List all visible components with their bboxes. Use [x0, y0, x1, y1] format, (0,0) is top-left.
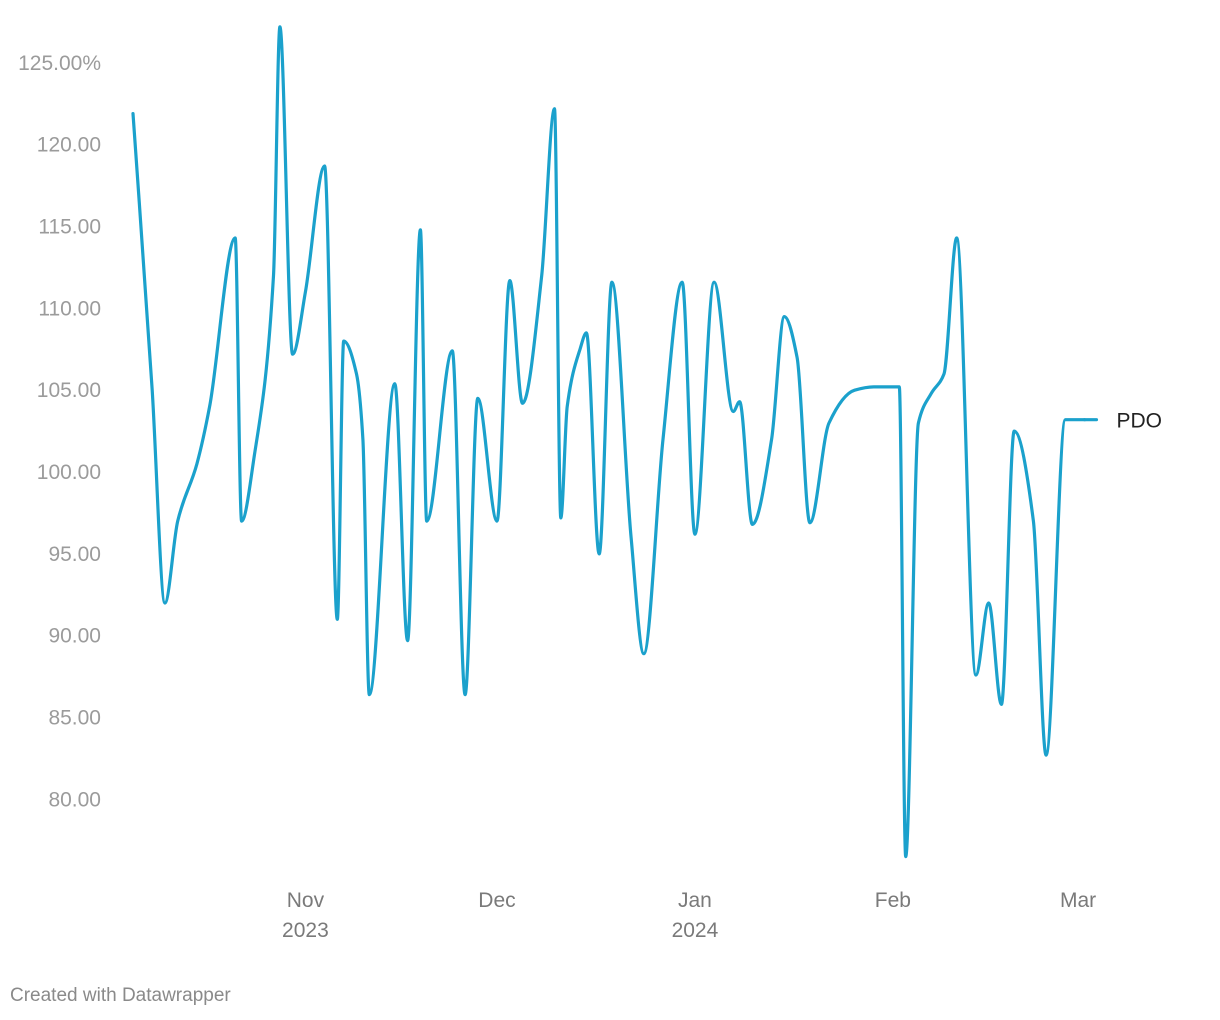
- series-label: PDO: [1116, 410, 1162, 433]
- y-tick-label: 100.00: [37, 461, 101, 484]
- y-tick-label: 110.00: [38, 297, 101, 320]
- x-tick-label: Jan: [678, 889, 712, 912]
- x-tick-label: Nov: [287, 889, 325, 912]
- datawrapper-credit: Created with Datawrapper: [10, 985, 231, 1006]
- y-tick-label: 80.00: [48, 788, 101, 811]
- y-tick-label: 120.00: [37, 134, 101, 157]
- x-tick-year-label: 2023: [282, 919, 329, 942]
- x-tick-label: Mar: [1060, 889, 1096, 912]
- x-tick-label: Dec: [478, 889, 515, 912]
- y-tick-label: 95.00: [48, 543, 101, 566]
- x-tick-label: Feb: [875, 889, 911, 912]
- x-axis: Nov 2023 Dec Jan 2024 Feb Mar: [282, 889, 1096, 942]
- x-tick-year-label: 2024: [672, 919, 719, 942]
- y-tick-label: 115.00: [38, 216, 101, 239]
- y-tick-label: 85.00: [48, 707, 101, 730]
- y-tick-label: 90.00: [48, 625, 101, 648]
- y-axis: 125.00% 120.00 115.00 110.00 105.00 100.00 95.…: [18, 52, 101, 811]
- series-layer: PDO: [131, 25, 1162, 859]
- y-tick-label: 125.00%: [18, 52, 101, 75]
- series-line-pdo: [131, 25, 1087, 859]
- y-tick-label: 105.00: [37, 379, 101, 402]
